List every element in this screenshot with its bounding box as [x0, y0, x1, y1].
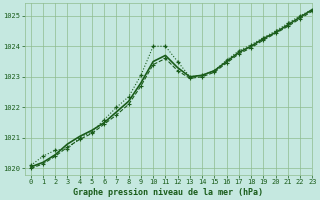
X-axis label: Graphe pression niveau de la mer (hPa): Graphe pression niveau de la mer (hPa) [74, 188, 263, 197]
